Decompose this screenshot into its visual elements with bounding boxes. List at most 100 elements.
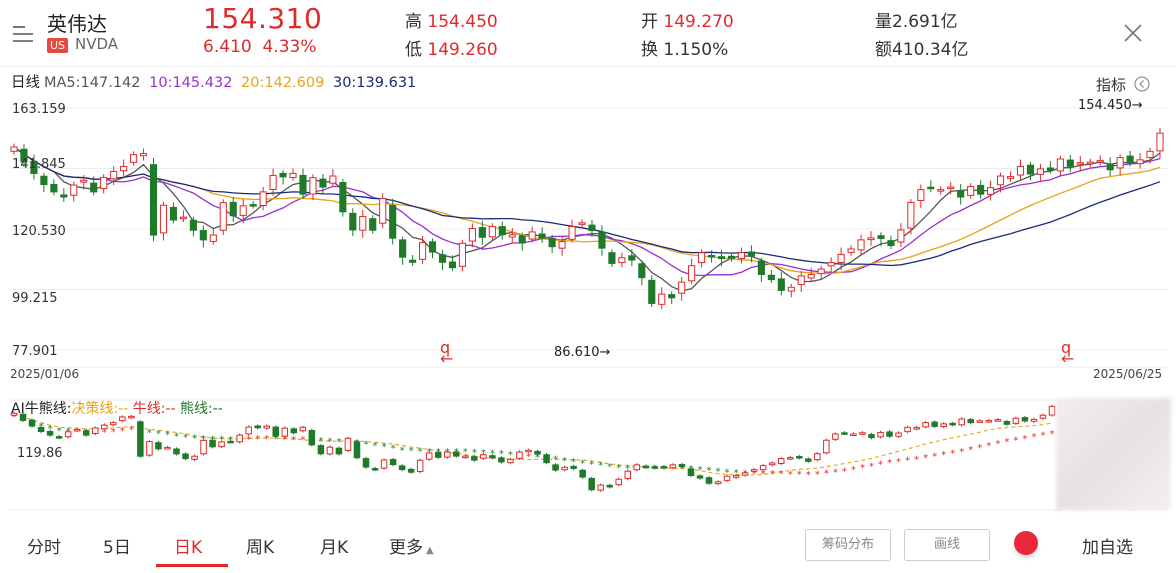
candle-down [40, 175, 48, 186]
sub-candle-up [1048, 405, 1056, 416]
indicator-button[interactable]: 指标 [1096, 74, 1150, 95]
sub-candle-down [868, 434, 875, 439]
candle-down [708, 254, 716, 258]
candle-up [678, 281, 686, 294]
sub-candle-up [245, 426, 252, 435]
sub-candle-up [1012, 417, 1020, 424]
candle-up [458, 242, 466, 267]
candle-up [1146, 150, 1154, 158]
bull-line-dot: * [526, 451, 531, 462]
candle-up [269, 174, 277, 190]
candle-down [229, 201, 237, 217]
bear-line-dot: * [472, 448, 477, 459]
sub-candle-down [254, 425, 261, 429]
record-button[interactable] [1014, 531, 1038, 555]
bull-line-dot: * [842, 466, 847, 477]
event-marker-icon[interactable]: q ← [1061, 338, 1075, 368]
bull-line-dot: * [896, 457, 901, 468]
bull-line-dot: * [1031, 432, 1036, 443]
candle-up [658, 293, 666, 305]
candle-down [977, 184, 985, 195]
event-marker-icon[interactable]: q ← [440, 338, 454, 368]
tab-more[interactable]: 更多 ▲ [389, 533, 434, 558]
candle-down [727, 255, 736, 259]
bear-line-dot: * [716, 467, 721, 478]
sub-candle-up [101, 424, 108, 430]
sub-candle-down [371, 468, 379, 471]
sub-candle-up [1039, 414, 1047, 419]
sub-candle-up [759, 465, 767, 471]
bear-line-dot: * [273, 434, 278, 445]
draw-line-button[interactable]: 画线 [904, 529, 990, 561]
candle-down [189, 219, 197, 231]
amount-value: 410.34亿 [892, 40, 969, 60]
bull-line-dot: * [977, 443, 982, 454]
sub-candle-up [904, 426, 911, 433]
candle-down [149, 164, 158, 236]
bear-line-dot: * [336, 437, 341, 448]
y-axis-label-2: 141.845 [12, 157, 66, 172]
sub-candle-down [534, 450, 541, 455]
price-change: 6.410 4.33% [203, 37, 317, 57]
bull-line-dot: * [1050, 429, 1055, 440]
bear-line-dot: * [598, 461, 603, 472]
sub-candle-up [263, 425, 270, 429]
sub-candle-down [588, 477, 595, 491]
bear-line-dot: * [707, 466, 712, 477]
sub-candle-up [1030, 418, 1038, 422]
caret-up-icon: ▲ [426, 545, 434, 556]
ma-legend: 日线 MA5:147.142 10:145.432 20:142.609 30:1… [11, 71, 420, 92]
bear-line-dot: * [616, 463, 621, 474]
candle-down [957, 190, 965, 198]
ai-bull-bear-legend: AI牛熊线:决策线:-- 牛线:-- 熊线:-- [11, 398, 223, 418]
bear-line-dot: * [418, 447, 423, 458]
bear-line-dot: * [463, 447, 468, 458]
sub-candle-down [55, 436, 63, 439]
candle-up [239, 205, 247, 216]
bear-line-dot: * [382, 442, 387, 453]
tab-5day[interactable]: 5日 [103, 538, 131, 558]
bull-line-dot: * [129, 425, 134, 436]
chevron-left-circle-icon [1134, 76, 1150, 92]
candle-down [927, 186, 935, 190]
candle-up [309, 177, 317, 195]
candle-down [498, 226, 506, 236]
date-start-label: 2025/01/06 [10, 367, 80, 381]
sub-candle-down [308, 430, 316, 446]
bull-line-dot: * [291, 435, 296, 446]
bull-line-dot: * [995, 439, 1000, 450]
bull-line-dot: * [968, 445, 973, 456]
sub-candle-up [326, 446, 334, 455]
sub-candle-up [191, 455, 198, 460]
bull-line-dot: * [111, 427, 116, 438]
candle-down [628, 255, 636, 261]
candle-down [438, 254, 447, 263]
close-icon[interactable] [1122, 22, 1144, 44]
sub-candle-up [416, 459, 424, 473]
chip-distribution-button[interactable]: 筹码分布 [805, 529, 891, 561]
bear-line-dot: * [625, 464, 630, 475]
bull-line-dot: * [788, 469, 793, 480]
candlestick-chart[interactable] [0, 96, 1176, 386]
candle-down [767, 274, 775, 281]
sub-candle-up [750, 469, 758, 472]
tab-intraday[interactable]: 分时 [27, 538, 61, 558]
turnover-value: 1.150% [663, 40, 729, 60]
add-to-watchlist-button[interactable]: 加自选 [1082, 538, 1133, 558]
tab-daily-k[interactable]: 日K [174, 538, 203, 558]
sub-candle-down [290, 428, 298, 434]
sub-candle-down [651, 466, 659, 469]
ai-bull-bear-chart[interactable]: * * * * * * * * * * * * * * * * * * * * * * * * * * * * * * * * * * * * * * * *… [0, 396, 1176, 512]
sub-candle-up [786, 457, 794, 460]
bear-line-dot: * [571, 457, 576, 468]
sub-candle-up [10, 412, 18, 416]
bear-line-dot: * [327, 436, 332, 447]
tab-weekly-k[interactable]: 周K [246, 538, 275, 558]
sub-candle-down [687, 468, 695, 477]
sub-candle-up [940, 423, 947, 428]
menu-icon[interactable] [12, 24, 34, 44]
bear-line-dot: * [373, 441, 378, 452]
candle-up [359, 216, 367, 231]
sub-candle-up [850, 433, 857, 436]
tab-monthly-k[interactable]: 月K [320, 538, 349, 558]
